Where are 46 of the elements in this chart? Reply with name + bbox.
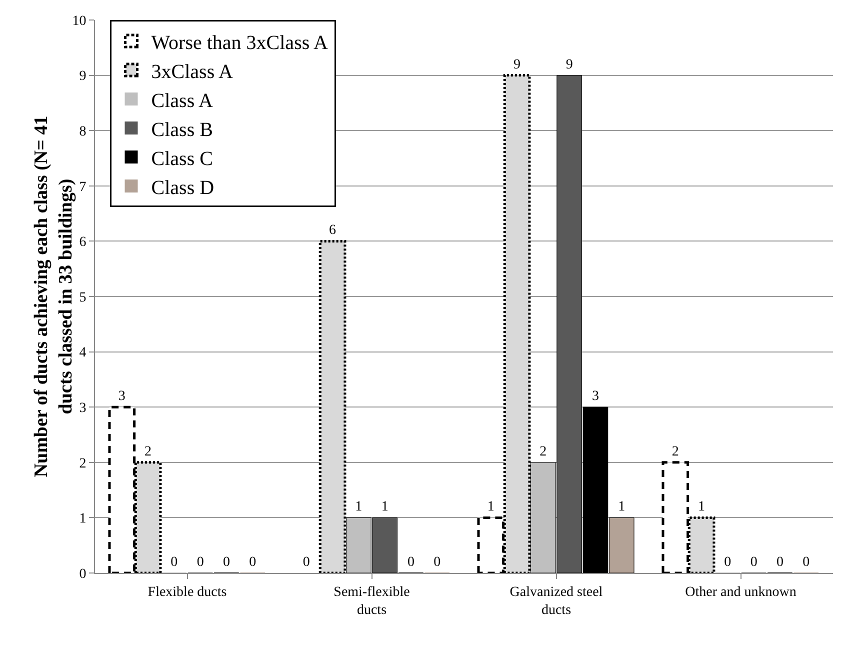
y-tick-label: 3	[79, 401, 86, 416]
data-label: 1	[698, 500, 706, 515]
data-label: 1	[487, 500, 494, 515]
data-label: 6	[329, 223, 336, 238]
x-tick-label: Flexible ducts	[148, 584, 227, 600]
data-label: 0	[222, 555, 230, 570]
data-label: 0	[302, 555, 310, 570]
y-axis-title: Number of ducts achieving each class (N= 41 ducts classed in 33 buildings)	[31, 116, 77, 478]
data-label: 0	[407, 555, 414, 570]
data-label: 0	[170, 555, 178, 570]
y-tick-label: 4	[79, 346, 86, 361]
data-label: 1	[381, 500, 388, 515]
y-tick-label: 5	[79, 290, 86, 306]
data-label: 0	[750, 555, 758, 570]
data-label: 0	[724, 555, 732, 570]
data-label: 2	[540, 444, 547, 460]
legend-label: Worse than 3xClass A	[151, 32, 329, 54]
legend-label: Class C	[151, 148, 213, 170]
x-tick-label: Galvanized steel ducts	[510, 584, 603, 618]
data-label: 0	[196, 555, 204, 570]
y-tick-label: 6	[79, 235, 86, 250]
data-label: 0	[776, 555, 784, 570]
y-tick-label: 9	[79, 69, 86, 84]
data-label: 0	[434, 555, 441, 570]
data-label: 3	[592, 389, 599, 404]
data-label: 1	[355, 500, 362, 515]
y-tick-label: 2	[79, 456, 86, 472]
y-tick-label: 10	[72, 14, 86, 29]
data-label: 1	[618, 500, 626, 515]
x-tick-label: Semi-flexible ducts	[334, 584, 410, 618]
y-tick-label: 0	[79, 566, 86, 582]
data-label: 0	[802, 555, 810, 570]
data-label: 2	[144, 444, 152, 460]
legend-label: 3xClass A	[151, 60, 234, 83]
data-label: 2	[672, 444, 679, 460]
y-tick-label: 8	[79, 124, 86, 140]
y-tick-label: 1	[79, 512, 86, 527]
data-label: 9	[514, 57, 521, 72]
legend-label: Class B	[151, 118, 213, 141]
legend-label: Class A	[151, 90, 214, 112]
y-tick-label: 7	[79, 180, 86, 195]
legend-label: Class D	[151, 176, 214, 199]
data-label: 9	[566, 57, 573, 72]
data-label: 3	[118, 389, 126, 404]
data-label: 0	[249, 555, 256, 570]
x-tick-label: Other and unknown	[685, 584, 796, 600]
